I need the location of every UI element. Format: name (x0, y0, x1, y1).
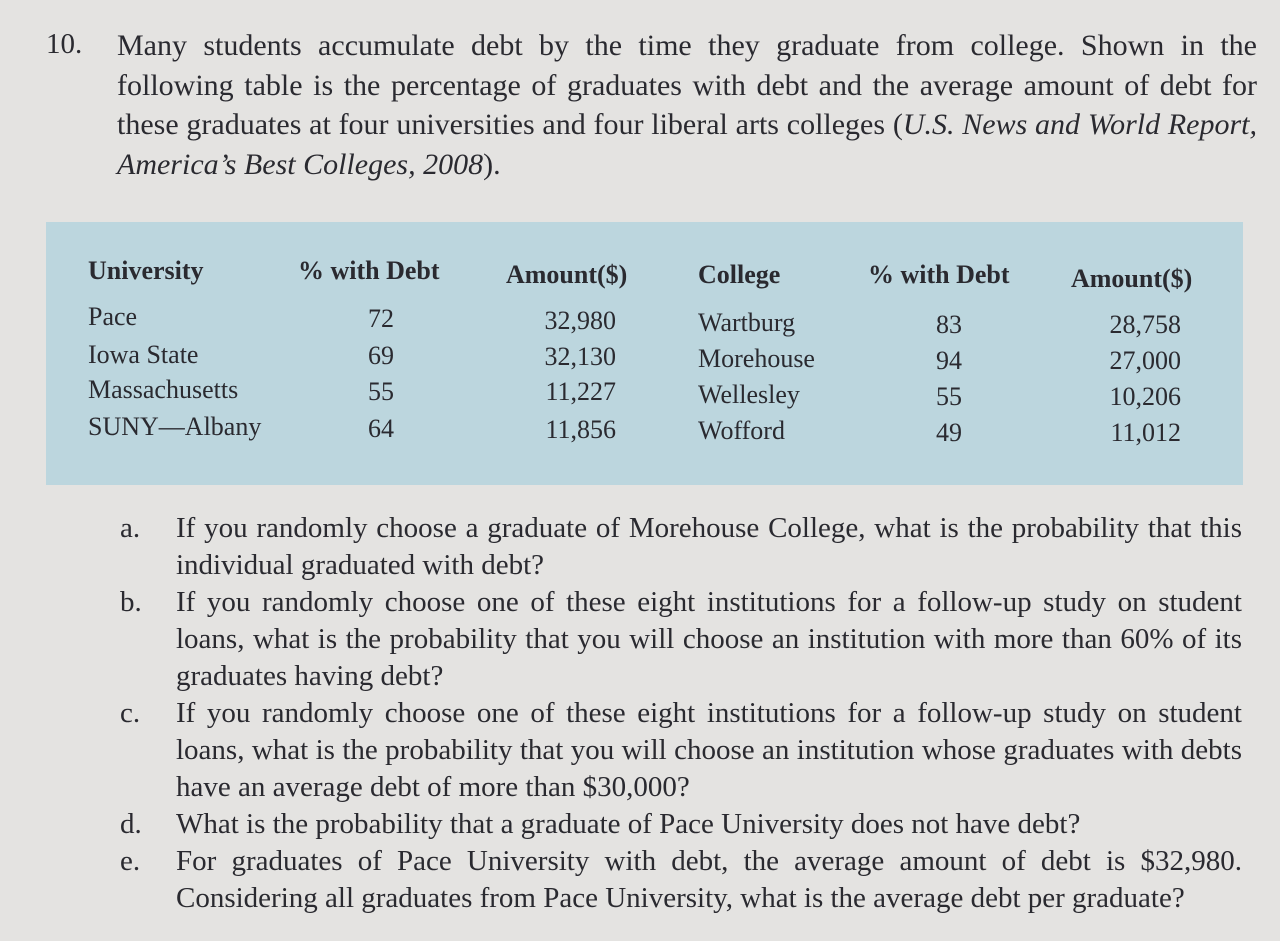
college-name: Morehouse (698, 344, 815, 373)
university-pct: 64 (368, 414, 394, 443)
problem-number: 10. (46, 28, 83, 60)
university-name: Massachusetts (88, 375, 239, 404)
question-label: d. (120, 808, 142, 840)
source-citation: U.S. News and World Report, America’s Be… (117, 108, 1258, 181)
question-item: a. If you randomly choose a graduate of … (120, 510, 1242, 584)
problem-intro: Many students accumulate debt by the tim… (117, 26, 1257, 184)
question-text: If you randomly choose a graduate of Mor… (176, 512, 1242, 581)
college-amount: 27,000 (1109, 346, 1182, 375)
college-pct: 55 (936, 382, 962, 411)
college-name: Wellesley (698, 380, 800, 409)
university-amount: 11,856 (545, 415, 616, 444)
question-item: d. What is the probability that a gradua… (120, 806, 1242, 843)
question-item: c. If you randomly choose one of these e… (120, 695, 1242, 806)
college-pct: 49 (936, 418, 962, 447)
college-pct: 83 (936, 310, 962, 339)
header-amount-college: Amount($) (1071, 264, 1193, 293)
university-pct: 72 (368, 304, 394, 333)
question-label: a. (120, 512, 141, 544)
college-name: Wartburg (698, 308, 796, 337)
university-amount: 32,130 (544, 342, 617, 371)
question-label: e. (120, 845, 141, 877)
intro-text: Many students accumulate debt by the tim… (117, 29, 1257, 141)
college-amount: 11,012 (1110, 418, 1181, 447)
university-name: Pace (88, 302, 138, 331)
question-text: If you randomly choose one of these eigh… (176, 697, 1242, 803)
university-name: SUNY—Albany (88, 412, 262, 441)
debt-table: University % with Debt Amount($) College… (46, 222, 1243, 485)
university-name: Iowa State (88, 340, 199, 369)
question-text: What is the probability that a graduate … (176, 808, 1081, 840)
question-list: a. If you randomly choose a graduate of … (120, 510, 1242, 917)
question-text: If you randomly choose one of these eigh… (176, 586, 1242, 692)
college-amount: 10,206 (1109, 382, 1182, 411)
header-college: College (698, 260, 781, 289)
header-pct-debt-university: % with Debt (298, 256, 440, 285)
question-item: b. If you randomly choose one of these e… (120, 584, 1242, 695)
question-label: c. (120, 697, 141, 729)
college-name: Wofford (698, 416, 785, 445)
university-pct: 55 (368, 377, 394, 406)
college-amount: 28,758 (1109, 310, 1182, 339)
question-item: e. For graduates of Pace University with… (120, 843, 1242, 917)
header-pct-debt-college: % with Debt (868, 260, 1010, 289)
question-label: b. (120, 586, 142, 618)
university-pct: 69 (368, 341, 394, 370)
header-university: University (88, 256, 204, 285)
question-text: For graduates of Pace University with de… (176, 845, 1242, 914)
university-amount: 32,980 (544, 306, 617, 335)
header-amount-university: Amount($) (506, 260, 628, 289)
college-pct: 94 (936, 346, 962, 375)
university-amount: 11,227 (545, 377, 616, 406)
intro-end: ). (483, 147, 501, 181)
